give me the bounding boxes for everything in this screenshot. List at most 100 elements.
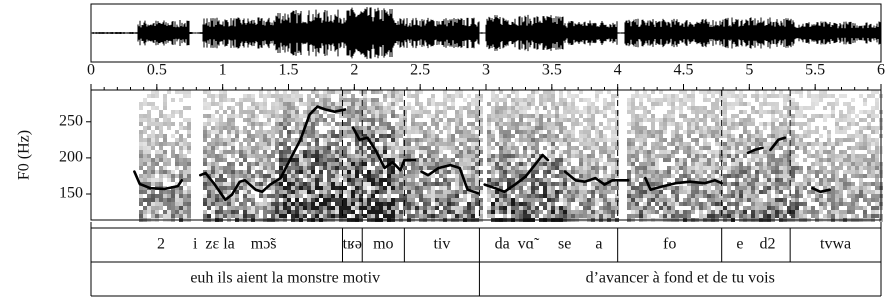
spectrogram-cell <box>655 102 659 106</box>
spectrogram-cell <box>499 206 503 210</box>
spectrogram-cell <box>411 122 415 126</box>
spectrogram-cell <box>739 134 743 138</box>
spectrogram-cell <box>343 202 347 206</box>
spectrogram-cell <box>219 166 223 170</box>
spectrogram-cell <box>811 102 815 106</box>
spectrogram-cell <box>267 170 271 174</box>
spectrogram-cell <box>455 94 459 98</box>
spectrogram-cell <box>627 202 631 206</box>
spectrogram-cell <box>291 98 295 102</box>
spectrogram-cell <box>783 198 787 202</box>
spectrogram-cell <box>699 162 703 166</box>
spectrogram-cell <box>791 194 795 198</box>
spectrogram-cell <box>875 154 879 158</box>
spectrogram-cell <box>571 146 575 150</box>
spectrogram-cell <box>279 130 283 134</box>
spectrogram-cell <box>703 142 707 146</box>
spectrogram-cell <box>627 130 631 134</box>
spectrogram-cell <box>331 102 335 106</box>
spectrogram-cell <box>663 174 667 178</box>
spectrogram-cell <box>463 210 467 214</box>
spectrogram-cell <box>539 202 543 206</box>
spectrogram-cell <box>731 114 735 118</box>
spectrogram-cell <box>823 106 827 110</box>
spectrogram-cell <box>667 202 671 206</box>
spectrogram-cell <box>175 158 179 162</box>
spectrogram-cell <box>399 174 403 178</box>
spectrogram-cell <box>211 162 215 166</box>
spectrogram-cell <box>383 110 387 114</box>
spectrogram-cell <box>503 138 507 142</box>
spectrogram-cell <box>287 206 291 210</box>
spectrogram-cell <box>443 94 447 98</box>
spectrogram-cell <box>431 158 435 162</box>
spectrogram-cell <box>255 154 259 158</box>
spectrogram-cell <box>347 114 351 118</box>
spectrogram-cell <box>563 158 567 162</box>
spectrogram-cell <box>627 170 631 174</box>
spectrogram-cell <box>367 190 371 194</box>
spectrogram-cell <box>559 162 563 166</box>
spectrogram-cell <box>491 202 495 206</box>
spectrogram-cell <box>843 174 847 178</box>
spectrogram-cell <box>147 182 151 186</box>
spectrogram-cell <box>299 126 303 130</box>
spectrogram-cell <box>727 206 731 210</box>
spectrogram-cell <box>651 142 655 146</box>
spectrogram-cell <box>515 214 519 218</box>
spectrogram-cell <box>503 114 507 118</box>
spectrogram-cell <box>423 206 427 210</box>
spectrogram-cell <box>743 210 747 214</box>
spectrogram-cell <box>531 146 535 150</box>
spectrogram-cell <box>295 198 299 202</box>
spectrogram-cell <box>871 94 875 98</box>
spectrogram-cell <box>395 94 399 98</box>
spectrogram-cell <box>371 98 375 102</box>
spectrogram-cell <box>335 206 339 210</box>
spectrogram-cell <box>591 122 595 126</box>
spectrogram-cell <box>843 94 847 98</box>
spectrogram-cell <box>683 158 687 162</box>
spectrogram-cell <box>467 182 471 186</box>
spectrogram-cell <box>535 122 539 126</box>
spectrogram-cell <box>735 138 739 142</box>
spectrogram-cell <box>439 130 443 134</box>
spectrogram-cell <box>447 202 451 206</box>
spectrogram-cell <box>263 134 267 138</box>
spectrogram-cell <box>287 198 291 202</box>
spectrogram-cell <box>779 130 783 134</box>
spectrogram-cell <box>683 174 687 178</box>
spectrogram-cell <box>387 110 391 114</box>
spectrogram-cell <box>247 214 251 218</box>
spectrogram-cell <box>371 210 375 214</box>
spectrogram-cell <box>755 142 759 146</box>
spectrogram-cell <box>851 194 855 198</box>
spectrogram-cell <box>615 162 619 166</box>
spectrogram-cell <box>811 146 815 150</box>
spectrogram-cell <box>327 178 331 182</box>
spectrogram-cell <box>251 110 255 114</box>
spectrogram-cell <box>527 198 531 202</box>
spectrogram-cell <box>415 94 419 98</box>
spectrogram-cell <box>255 134 259 138</box>
spectrogram-cell <box>739 198 743 202</box>
spectrogram-cell <box>771 134 775 138</box>
spectrogram-cell <box>451 206 455 210</box>
spectrogram-cell <box>275 214 279 218</box>
spectrogram-cell <box>771 138 775 142</box>
spectrogram-cell <box>679 142 683 146</box>
spectrogram-cell <box>527 134 531 138</box>
spectrogram-cell <box>463 146 467 150</box>
spectrogram-cell <box>299 210 303 214</box>
spectrogram-cell <box>399 186 403 190</box>
spectrogram-cell <box>867 198 871 202</box>
spectrogram-cell <box>455 178 459 182</box>
spectrogram-cell <box>471 102 475 106</box>
spectrogram-cell <box>475 182 479 186</box>
spectrogram-cell <box>707 114 711 118</box>
spectrogram-cell <box>487 178 491 182</box>
spectrogram-cell <box>771 102 775 106</box>
spectrogram-cell <box>319 186 323 190</box>
spectrogram-cell <box>731 138 735 142</box>
spectrogram-cell <box>631 202 635 206</box>
